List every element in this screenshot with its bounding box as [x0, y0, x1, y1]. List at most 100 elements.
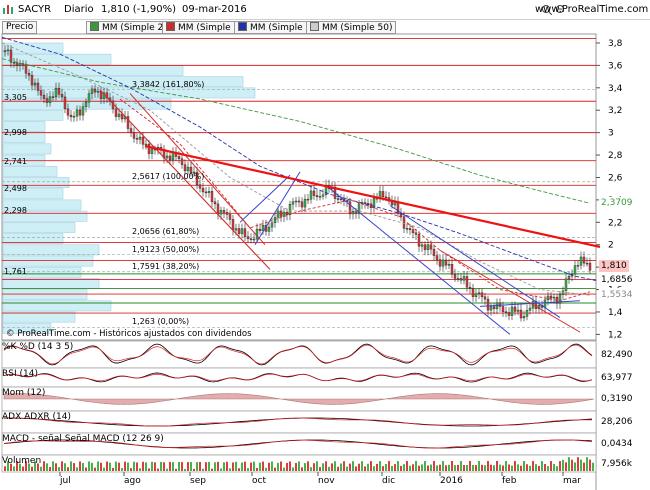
volume-bar: [445, 465, 447, 471]
candle-body: [276, 210, 280, 218]
candle-body: [456, 278, 460, 280]
legend-ma70[interactable]: MM (Simple 70): [234, 21, 325, 34]
candle-body: [582, 256, 586, 264]
volume-bar: [448, 464, 450, 471]
volume-bar: [262, 461, 264, 471]
y-tick-label: 3,8: [608, 39, 623, 49]
volume-bar: [79, 461, 81, 471]
volume-profile-bar: [2, 165, 58, 177]
legend-ma20[interactable]: MM (Simple 20): [162, 21, 253, 34]
candle-body: [291, 201, 295, 205]
candle-body: [177, 156, 181, 160]
candle-body: [546, 295, 550, 301]
volume-bar: [394, 464, 396, 471]
volume-bar: [454, 465, 456, 471]
volume-bar: [247, 468, 249, 471]
channel-blue-up-2: [239, 174, 291, 223]
volume-profile-bar: [2, 76, 244, 88]
y-tick-label: 3,2: [608, 106, 622, 116]
price-badge: 1,5534: [599, 288, 635, 301]
candle-body: [294, 200, 298, 203]
legend-ma50[interactable]: MM (Simple 50): [306, 21, 397, 34]
legend-ma200[interactable]: MM (Simple 200): [86, 21, 183, 34]
volume-bar: [502, 465, 504, 471]
candle-body: [258, 228, 262, 231]
candle-body: [39, 90, 43, 96]
candle-body: [63, 96, 67, 110]
candle-body: [504, 311, 508, 313]
volume-profile-bar: [2, 109, 64, 121]
volume-bar: [451, 461, 453, 471]
zoom-in-icon[interactable]: [541, 4, 553, 15]
volume-bar: [478, 461, 480, 471]
volume-profile-bar: [2, 322, 52, 334]
ma50-line: [1, 42, 591, 296]
volume-bar: [19, 463, 21, 471]
candle-body: [192, 171, 196, 174]
candle-body: [168, 155, 172, 161]
candle-body: [78, 109, 82, 116]
candle-body: [24, 63, 28, 74]
candle-body: [321, 194, 325, 197]
volume-bar: [193, 468, 195, 471]
candle-body: [357, 203, 361, 214]
volume-bar: [301, 467, 303, 471]
x-tick-label: ago: [124, 476, 141, 486]
volume-bar: [223, 462, 225, 471]
channel-blue-flat: [479, 300, 581, 307]
candle-body: [207, 191, 211, 193]
candle-body: [270, 222, 274, 228]
price-badge: 2,3709: [599, 197, 635, 210]
volume-bar: [406, 461, 408, 471]
volume-bar: [277, 462, 279, 471]
top-toolbar: SACYR Diario 1,810 (-1,90%) 09-mar-2016 …: [0, 0, 650, 20]
volume-bar: [232, 462, 234, 471]
candle-body: [315, 195, 319, 197]
volume-bar: [490, 464, 492, 471]
indicator-signal-macd: [3, 439, 593, 449]
zoom-out-icon[interactable]: [555, 4, 567, 15]
candle-body: [303, 198, 307, 208]
volume-bar: [457, 464, 459, 471]
volume-bar: [259, 462, 261, 471]
candle-body: [222, 210, 226, 213]
candle-body: [528, 307, 532, 311]
candle-body: [525, 310, 529, 317]
candle-body: [510, 306, 514, 316]
candle-body: [453, 274, 457, 279]
candle-body: [306, 198, 310, 201]
volume-profile-bar: [2, 154, 46, 166]
y-tick-label: 1,2: [608, 330, 622, 340]
chart-type-icon[interactable]: [2, 4, 14, 15]
candle-body: [309, 190, 313, 200]
candle-body: [519, 309, 523, 319]
indicator-title-mom: Mom (12): [2, 388, 46, 398]
volume-bar: [376, 463, 378, 471]
date-label: 09-mar-2016: [182, 4, 247, 15]
candle-body: [243, 228, 247, 237]
volume-profile-bar: [2, 42, 64, 54]
volume-profile-bar: [2, 53, 112, 65]
volume-bar: [244, 461, 246, 471]
candle-body: [27, 73, 31, 76]
volume-bar: [535, 464, 537, 471]
volume-bar: [211, 468, 213, 471]
candle-body: [237, 228, 241, 234]
candle-body: [450, 264, 454, 275]
candle-body: [273, 217, 277, 224]
candle-body: [471, 288, 475, 297]
candle-body: [231, 219, 235, 231]
y-tick-label: 1,4: [608, 308, 623, 318]
legend-price[interactable]: Precio: [2, 21, 38, 34]
candle-body: [573, 265, 577, 275]
candle-body: [537, 305, 541, 309]
candle-body: [381, 191, 385, 198]
volume-bar: [112, 467, 114, 471]
volume-bar: [529, 465, 531, 471]
candle-body: [96, 90, 100, 93]
candle-body: [189, 166, 193, 174]
indicator-signal-adx: [3, 417, 593, 427]
ma200-line: [1, 58, 591, 204]
volume-bar: [499, 464, 501, 471]
candle-body: [432, 248, 436, 256]
